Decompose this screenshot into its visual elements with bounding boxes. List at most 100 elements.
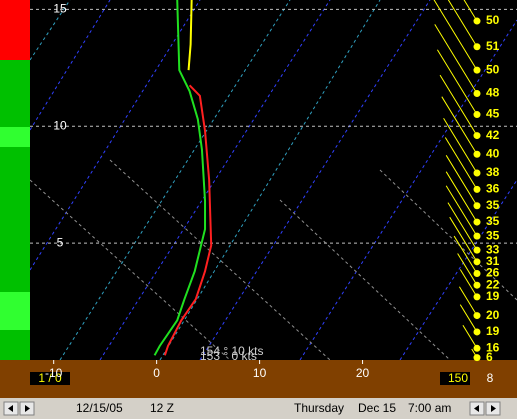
wind-dot bbox=[473, 17, 481, 25]
profile-line bbox=[187, 0, 193, 71]
wind-dot bbox=[473, 185, 481, 193]
wind-dot bbox=[473, 354, 481, 362]
profile-line bbox=[153, 0, 207, 356]
wind-shaft bbox=[439, 74, 478, 136]
wind-speed-label: 26 bbox=[486, 266, 500, 280]
wind-shaft bbox=[445, 155, 478, 206]
wind-speed-label: 42 bbox=[486, 128, 500, 142]
status-bar-light bbox=[0, 127, 30, 147]
footer-box bbox=[30, 372, 70, 385]
x-tick-label: 0 bbox=[153, 366, 160, 380]
wind-dot bbox=[473, 258, 481, 266]
wind-speed-label: 16 bbox=[486, 340, 500, 354]
wind-dot bbox=[473, 66, 481, 74]
wind-shaft bbox=[433, 0, 478, 71]
adiabat bbox=[279, 199, 451, 361]
wind-dot bbox=[473, 132, 481, 140]
plot-background bbox=[0, 0, 517, 360]
wind-shaft bbox=[447, 0, 478, 48]
wind-speed-label: 48 bbox=[486, 86, 500, 100]
isotherm bbox=[299, 19, 517, 361]
status-day: Thursday bbox=[294, 401, 344, 415]
wind-speed-label: 38 bbox=[486, 165, 500, 179]
wind-dot bbox=[473, 218, 481, 226]
wind-dot bbox=[473, 169, 481, 177]
wind-shaft bbox=[463, 0, 478, 22]
wind-shaft bbox=[447, 202, 478, 251]
wind-speed-label: 31 bbox=[486, 254, 500, 268]
wind-shaft bbox=[443, 118, 478, 174]
mixing-line bbox=[159, 0, 381, 361]
wind-dot bbox=[473, 90, 481, 98]
footer-right-value: 8 bbox=[487, 371, 494, 385]
wind-shaft bbox=[444, 137, 478, 190]
wind-dot bbox=[473, 328, 481, 336]
wind-speed-label: 36 bbox=[486, 182, 500, 196]
wind-shaft bbox=[436, 49, 478, 115]
y-tick-label: 15 bbox=[53, 2, 67, 16]
footer-right: 150 bbox=[448, 371, 468, 385]
wind-shaft bbox=[458, 286, 478, 316]
wind-speed-label: 50 bbox=[486, 13, 500, 27]
wind-dot bbox=[473, 43, 481, 51]
mixing-line bbox=[29, 0, 71, 61]
status-local-time: 7:00 am bbox=[408, 401, 451, 415]
wind-speed-label: 50 bbox=[486, 62, 500, 76]
y-tick-label: 10 bbox=[53, 118, 67, 132]
surface-label: 153 ° 0 kts bbox=[200, 349, 257, 363]
status-date-long: Dec 15 bbox=[358, 401, 396, 415]
wind-shaft bbox=[434, 24, 478, 94]
wind-shaft bbox=[449, 216, 478, 263]
next-icon bbox=[25, 405, 30, 412]
y-tick-label: 5 bbox=[57, 235, 64, 249]
wind-speed-label: 40 bbox=[486, 146, 500, 160]
wind-dot bbox=[473, 111, 481, 119]
surface-label: 154 ° 10 kts bbox=[200, 344, 264, 358]
nav-buttons[interactable] bbox=[3, 401, 501, 416]
status-time-z: 12 Z bbox=[150, 401, 174, 415]
wind-dot bbox=[473, 270, 481, 278]
wind-speed-label: 20 bbox=[486, 308, 500, 322]
x-tick-label: 20 bbox=[356, 366, 370, 380]
wind-speed-label: 35 bbox=[486, 228, 500, 242]
prev-icon bbox=[8, 405, 13, 412]
isotherm bbox=[199, 0, 431, 361]
wind-speed-label: 22 bbox=[486, 277, 500, 291]
wind-speed-label: 19 bbox=[486, 289, 500, 303]
wind-shaft bbox=[462, 325, 478, 349]
wind-dot bbox=[473, 232, 481, 240]
wind-shaft bbox=[445, 185, 478, 237]
guide-lines bbox=[29, 0, 517, 361]
mixing-line bbox=[59, 0, 291, 361]
adiabat bbox=[379, 169, 517, 301]
wind-shaft bbox=[441, 96, 478, 155]
adiabat bbox=[109, 159, 331, 361]
status-bar bbox=[0, 398, 517, 419]
wind-speed-label: 35 bbox=[486, 214, 500, 228]
next-icon bbox=[491, 405, 496, 412]
wind-speed-label: 33 bbox=[486, 242, 500, 256]
isotherm bbox=[99, 0, 331, 361]
x-tick-label: 10 bbox=[253, 366, 267, 380]
wind-shaft bbox=[459, 304, 478, 333]
prev-icon bbox=[474, 405, 479, 412]
wind-dot bbox=[473, 202, 481, 210]
isotherm bbox=[29, 0, 111, 131]
wind-speed-label: 6 bbox=[486, 350, 493, 364]
wind-dot bbox=[473, 150, 481, 158]
wind-speed-label: 45 bbox=[486, 107, 500, 121]
wind-dot bbox=[473, 281, 481, 289]
status-bar-light bbox=[0, 292, 30, 330]
status-bar-red bbox=[0, 0, 30, 60]
wind-dot bbox=[473, 344, 481, 352]
wind-shaft bbox=[459, 269, 478, 298]
x-tick-label: -10 bbox=[45, 366, 63, 380]
footer-left: 1 / 0 bbox=[38, 371, 62, 385]
footer-box bbox=[440, 372, 470, 385]
wind-dot bbox=[473, 246, 481, 254]
adiabat bbox=[29, 179, 231, 361]
wind-shaft bbox=[457, 253, 478, 286]
ground bbox=[0, 360, 517, 398]
wind-dot bbox=[473, 312, 481, 320]
